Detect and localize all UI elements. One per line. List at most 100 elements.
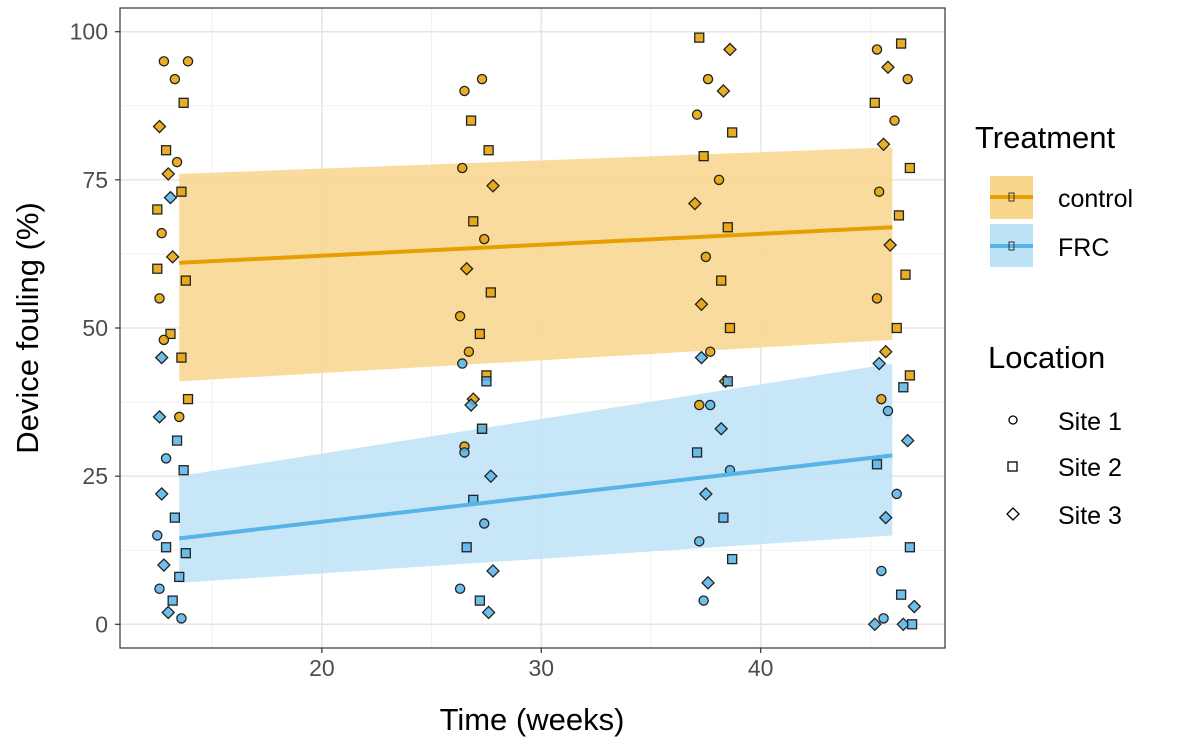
point-control-site2 <box>178 97 189 108</box>
point-control-site2 <box>722 222 733 233</box>
point-control-site1 <box>700 251 712 263</box>
x-axis-title: Time (weeks) <box>440 702 625 737</box>
point-frc-site2 <box>171 435 183 446</box>
point-frc-site3 <box>156 558 171 572</box>
legend-title-location: Location <box>988 340 1105 375</box>
point-control-site1 <box>713 174 725 186</box>
point-frc-site3 <box>154 350 169 365</box>
point-frc-site2 <box>895 589 907 600</box>
data-points <box>152 32 922 632</box>
point-control-site1 <box>873 186 885 197</box>
point-control-site2 <box>904 370 916 381</box>
point-frc-site2 <box>160 542 172 553</box>
y-tick-label: 50 <box>82 315 108 341</box>
point-frc-site1 <box>694 536 705 547</box>
point-frc-site1 <box>154 583 165 594</box>
point-control-site1 <box>463 346 475 357</box>
point-control-site1 <box>156 227 167 239</box>
ribbon-control <box>179 147 893 382</box>
point-control-site1 <box>154 293 165 304</box>
point-control-site2 <box>904 162 916 174</box>
legend-diamond-icon <box>1006 507 1020 521</box>
y-tick-label: 0 <box>95 611 108 637</box>
point-frc-site3 <box>154 487 169 501</box>
point-frc-site3 <box>698 487 713 501</box>
point-control-site3 <box>876 137 891 152</box>
point-frc-site2 <box>871 459 883 470</box>
point-frc-site2 <box>906 619 918 630</box>
point-frc-site2 <box>178 465 189 476</box>
point-frc-site1 <box>454 583 466 594</box>
point-control-site3 <box>716 84 731 98</box>
point-frc-site2 <box>476 423 488 434</box>
point-control-site3 <box>687 196 702 211</box>
point-control-site2 <box>180 275 191 286</box>
point-control-site1 <box>478 233 490 245</box>
point-frc-site2 <box>481 376 492 387</box>
point-control-site2 <box>891 322 902 334</box>
point-frc-site3 <box>714 421 729 436</box>
legend-label-site-1: Site 1 <box>1058 408 1122 436</box>
point-control-site3 <box>459 261 474 276</box>
point-frc-site3 <box>481 605 496 620</box>
point-control-site2 <box>869 97 880 108</box>
point-control-site2 <box>727 127 738 138</box>
legend-label-control: control <box>1058 185 1133 213</box>
point-frc-site1 <box>457 358 468 369</box>
point-control-site3 <box>881 60 895 75</box>
point-control-site2 <box>176 352 187 363</box>
point-control-site3 <box>161 167 176 181</box>
point-control-site2 <box>465 115 477 126</box>
y-tick-label: 100 <box>70 19 108 45</box>
point-frc-site3 <box>701 575 715 590</box>
point-control-site2 <box>694 32 705 43</box>
y-tick-label: 75 <box>82 167 108 193</box>
fit-line-frc <box>179 453 893 541</box>
legend-label-site-2: Site 2 <box>1058 454 1122 482</box>
point-frc-site3 <box>867 617 882 632</box>
point-frc-site3 <box>486 564 500 578</box>
point-control-site2 <box>716 275 727 286</box>
point-control-site2 <box>895 38 907 49</box>
point-frc-site1 <box>876 565 887 577</box>
y-axis-title: Device fouling (%) <box>10 202 45 454</box>
point-control-site3 <box>883 238 898 252</box>
point-control-site2 <box>165 328 176 340</box>
confidence-ribbons <box>179 147 893 583</box>
point-control-site2 <box>182 393 194 405</box>
point-frc-site2 <box>180 548 191 559</box>
point-frc-site1 <box>152 530 163 541</box>
point-control-site1 <box>694 399 705 411</box>
point-control-site1 <box>173 411 185 423</box>
axis-ticks: 0 25 50 75 100 20 30 40 <box>70 19 774 681</box>
point-frc-site2 <box>461 542 472 553</box>
point-control-site2 <box>724 322 736 334</box>
fit-line-control <box>179 225 893 265</box>
point-frc-site1 <box>176 613 187 624</box>
point-control-site2 <box>152 204 163 215</box>
legend: Treatment control FRC Location Site 1 Si… <box>975 120 1133 530</box>
point-frc-site3 <box>872 356 887 371</box>
point-control-site1 <box>158 56 170 67</box>
point-control-site2 <box>900 269 911 280</box>
point-frc-site2 <box>722 376 733 387</box>
ribbon-frc <box>179 363 893 583</box>
point-control-site2 <box>474 328 485 340</box>
legend-title-treatment: Treatment <box>975 120 1116 155</box>
point-control-site1 <box>876 393 887 405</box>
x-tick-label: 20 <box>309 655 335 681</box>
point-control-site1 <box>691 109 703 120</box>
point-control-site2 <box>485 287 496 298</box>
point-frc-site2 <box>727 553 738 565</box>
point-control-site1 <box>702 73 714 85</box>
point-control-site1 <box>457 162 468 174</box>
legend-key-control <box>990 176 1033 219</box>
legend-circle-icon <box>1008 415 1018 425</box>
point-frc-site1 <box>878 613 889 624</box>
point-control-site1 <box>889 115 900 126</box>
legend-label-frc: FRC <box>1058 234 1109 262</box>
fit-lines <box>179 225 893 541</box>
x-tick-label: 40 <box>748 655 774 681</box>
point-control-site2 <box>152 263 163 274</box>
point-frc-site1 <box>698 595 709 606</box>
